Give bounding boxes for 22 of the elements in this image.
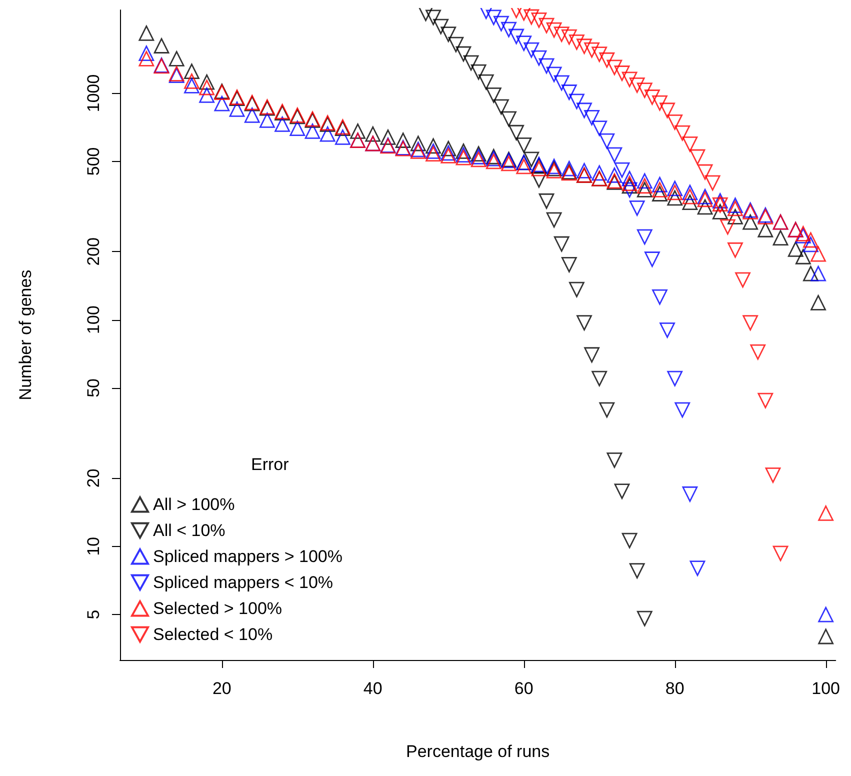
y-tick-label: 20: [84, 468, 103, 488]
x-tick-label: 40: [363, 679, 382, 698]
y-tick-label: 1000: [84, 74, 103, 112]
legend-label: Spliced mappers > 100%: [153, 547, 342, 566]
x-tick-label: 20: [212, 679, 232, 698]
legend-label: All > 100%: [153, 495, 235, 514]
x-tick-label: 60: [514, 679, 534, 698]
x-tick-label: 100: [812, 679, 840, 698]
y-tick-label: 5: [84, 610, 103, 620]
y-tick-label: 500: [84, 147, 103, 176]
legend-label: Spliced mappers < 10%: [153, 573, 334, 592]
legend-title: Error: [251, 455, 290, 474]
legend-label: Selected < 10%: [153, 625, 273, 644]
legend-label: All < 10%: [153, 521, 226, 540]
y-tick-label: 50: [84, 378, 103, 398]
x-tick-label: 80: [665, 679, 684, 698]
legend-label: Selected > 100%: [153, 599, 282, 618]
y-axis-title: Number of genes: [16, 270, 35, 400]
y-tick-label: 10: [84, 536, 103, 556]
y-tick-label: 200: [84, 237, 103, 266]
y-tick-label: 100: [84, 306, 103, 334]
x-axis-title: Percentage of runs: [406, 742, 550, 761]
